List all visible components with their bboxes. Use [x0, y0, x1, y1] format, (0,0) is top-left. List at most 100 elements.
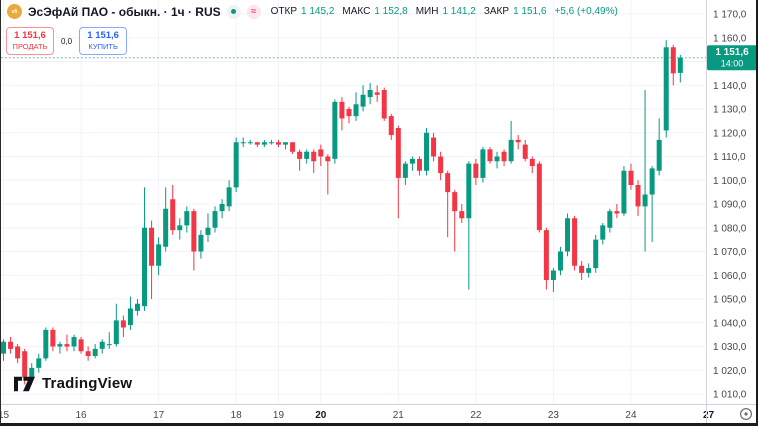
time-tick-label[interactable]: 24 — [625, 410, 637, 421]
candle-body — [459, 211, 465, 219]
candle-body — [635, 185, 641, 207]
candle-body — [163, 208, 169, 247]
candle-body — [311, 151, 317, 162]
price-tick-label[interactable]: 1 160,0 — [713, 33, 747, 44]
candle-body — [99, 341, 105, 349]
time-tick-label[interactable]: 16 — [76, 410, 88, 421]
candle-body — [85, 351, 91, 356]
candle-body — [621, 170, 627, 214]
ohlc-values: ОТКР 1 145,2 МАКС 1 152,8 МИН 1 141,2 ЗАКР 1 15… — [271, 6, 618, 17]
candle-body — [142, 227, 148, 307]
candle-body — [1, 341, 7, 354]
candle-body — [494, 156, 500, 162]
candle-body — [127, 308, 133, 326]
candle-body — [522, 144, 528, 159]
sell-button[interactable]: 1 151,6 ПРОДАТЬ — [6, 27, 54, 56]
candle-body — [501, 151, 507, 162]
instrument-logo-text: sfi — [11, 8, 18, 15]
candle-body — [212, 211, 218, 228]
delayed-data-icon[interactable]: ≈ — [246, 4, 261, 19]
candle-body — [649, 168, 655, 195]
candle-body — [431, 137, 437, 157]
time-tick-label[interactable]: 19 — [273, 410, 285, 421]
candle-body — [92, 348, 98, 356]
candle-body — [395, 128, 401, 178]
tradingview-watermark-text: TradingView — [42, 375, 133, 392]
sell-label: ПРОДАТЬ — [12, 42, 48, 52]
ohlc-value: 1 145,2 — [301, 6, 335, 17]
price-tick-label[interactable]: 1 170,0 — [713, 10, 747, 21]
price-tick-label[interactable]: 1 070,0 — [713, 247, 747, 258]
candle-body — [550, 270, 556, 280]
candle-body — [15, 346, 21, 359]
candle-body — [565, 218, 571, 252]
price-tick-label[interactable]: 1 050,0 — [713, 295, 747, 306]
candle-body — [283, 142, 289, 145]
candle-body — [508, 139, 514, 162]
candle-body — [247, 142, 253, 144]
candle-body — [593, 239, 599, 269]
sell-price: 1 151,6 — [14, 30, 46, 41]
ohlc-label: МАКС — [342, 6, 371, 17]
price-tick-label[interactable]: 1 030,0 — [713, 342, 747, 353]
buy-button[interactable]: 1 151,6 КУПИТЬ — [79, 27, 128, 56]
candle-body — [43, 329, 49, 359]
candle-body — [360, 94, 366, 107]
candle-body — [388, 116, 394, 136]
candle-body — [240, 142, 246, 144]
price-tick-label[interactable]: 1 120,0 — [713, 128, 747, 139]
candle-body — [191, 211, 197, 252]
candle-body — [325, 156, 331, 162]
candle-body — [381, 90, 387, 119]
time-tick-label[interactable]: 22 — [470, 410, 482, 421]
symbol-title[interactable]: ЭсЭфАй ПАО - обыкн. · 1ч · RUS — [28, 4, 221, 19]
time-tick-label[interactable]: 20 — [315, 410, 327, 421]
price-tick-label[interactable]: 1 090,0 — [713, 200, 747, 211]
time-tick-label[interactable]: 18 — [231, 410, 243, 421]
candle-body — [438, 156, 444, 174]
candle-body — [557, 251, 563, 271]
candle-body — [409, 158, 415, 164]
candle-body — [8, 341, 14, 349]
candle-body — [677, 57, 683, 73]
candle-body — [29, 367, 35, 378]
candle-body — [134, 303, 140, 311]
current-price-badge[interactable] — [707, 45, 757, 71]
time-tick-label[interactable]: 15 — [1, 410, 10, 421]
market-status-icon[interactable] — [226, 4, 241, 19]
candle-body — [57, 344, 63, 347]
time-tick-label[interactable]: 17 — [153, 410, 165, 421]
candle-body — [353, 104, 359, 117]
price-tick-label[interactable]: 1 110,0 — [713, 152, 746, 163]
time-tick-label[interactable]: 23 — [548, 410, 560, 421]
candle-body — [452, 192, 458, 212]
price-tick-label[interactable]: 1 140,0 — [713, 81, 747, 92]
candle-body — [261, 142, 267, 145]
price-tick-label[interactable]: 1 020,0 — [713, 366, 747, 377]
price-tick-label[interactable]: 1 130,0 — [713, 105, 747, 116]
candle-body — [226, 187, 232, 207]
candle-body — [332, 101, 338, 159]
tradingview-watermark[interactable]: TradingView — [14, 375, 132, 392]
price-tick-label[interactable]: 1 100,0 — [713, 176, 747, 187]
current-price-badge-value: 1 151,6 — [715, 47, 749, 58]
candle-body — [233, 142, 239, 188]
candle-body — [367, 90, 373, 98]
buy-label: КУПИТЬ — [88, 42, 118, 52]
candle-body — [607, 211, 613, 228]
time-tick-label[interactable]: 27 — [703, 410, 715, 421]
timezone-clock-icon[interactable] — [739, 407, 753, 423]
price-tick-label[interactable]: 1 060,0 — [713, 271, 747, 282]
candle-body — [466, 163, 472, 219]
price-tick-label[interactable]: 1 080,0 — [713, 223, 747, 234]
tradingview-logo-icon — [14, 376, 35, 391]
candle-body — [374, 92, 380, 95]
candle-body — [529, 158, 535, 166]
ohlc-label: МИН — [415, 6, 439, 17]
price-tick-label[interactable]: 1 010,0 — [713, 390, 747, 401]
time-tick-label[interactable]: 21 — [393, 410, 405, 421]
price-tick-label[interactable]: 1 040,0 — [713, 318, 747, 329]
chart-header: sfi ЭсЭфАй ПАО - обыкн. · 1ч · RUS ≈ ОТК… — [7, 4, 618, 19]
instrument-logo: sfi — [7, 4, 22, 19]
